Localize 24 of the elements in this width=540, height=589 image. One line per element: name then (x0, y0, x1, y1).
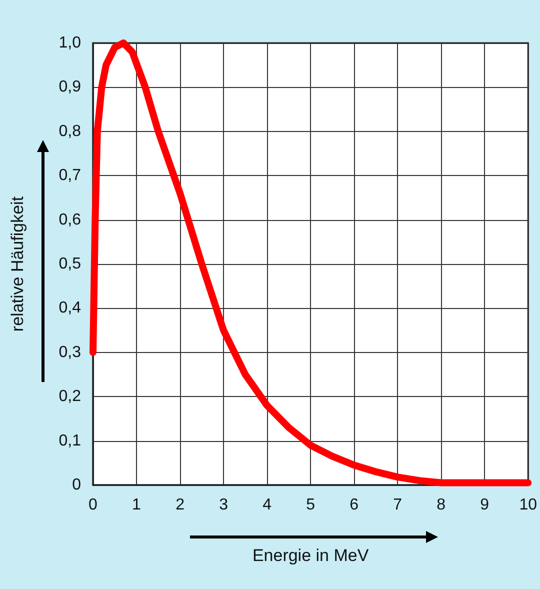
x-tick-label: 10 (519, 496, 538, 514)
y-tick-label: 0,6 (58, 211, 82, 228)
x-tick-label: 7 (393, 496, 402, 514)
y-tick-label: 0,7 (58, 167, 82, 184)
y-tick-label: 0,2 (58, 388, 82, 406)
y-tick-label: 0 (72, 476, 82, 494)
x-tick-label: 6 (350, 496, 359, 514)
y-axis-title: relative Häufigkeit (8, 196, 27, 332)
y-tick-label: 1,0 (58, 34, 82, 52)
y-tick-label: 0,4 (58, 300, 82, 317)
x-tick-label: 1 (132, 496, 142, 514)
x-tick-label: 9 (480, 496, 490, 514)
x-tick-label: 5 (306, 496, 316, 514)
y-tick-label: 0,3 (58, 344, 82, 361)
x-tick-label: 2 (176, 496, 185, 514)
x-tick-label: 0 (88, 496, 98, 514)
y-tick-label: 0,8 (58, 122, 82, 140)
y-tick-label: 0,5 (58, 256, 82, 272)
y-tick-label: 0,1 (58, 432, 82, 450)
x-axis-title: Energie in MeV (252, 546, 370, 565)
x-tick-label: 4 (262, 496, 272, 514)
x-tick-label: 8 (436, 496, 446, 514)
x-tick-label: 3 (219, 496, 228, 514)
y-tick-label: 0,9 (58, 78, 82, 96)
